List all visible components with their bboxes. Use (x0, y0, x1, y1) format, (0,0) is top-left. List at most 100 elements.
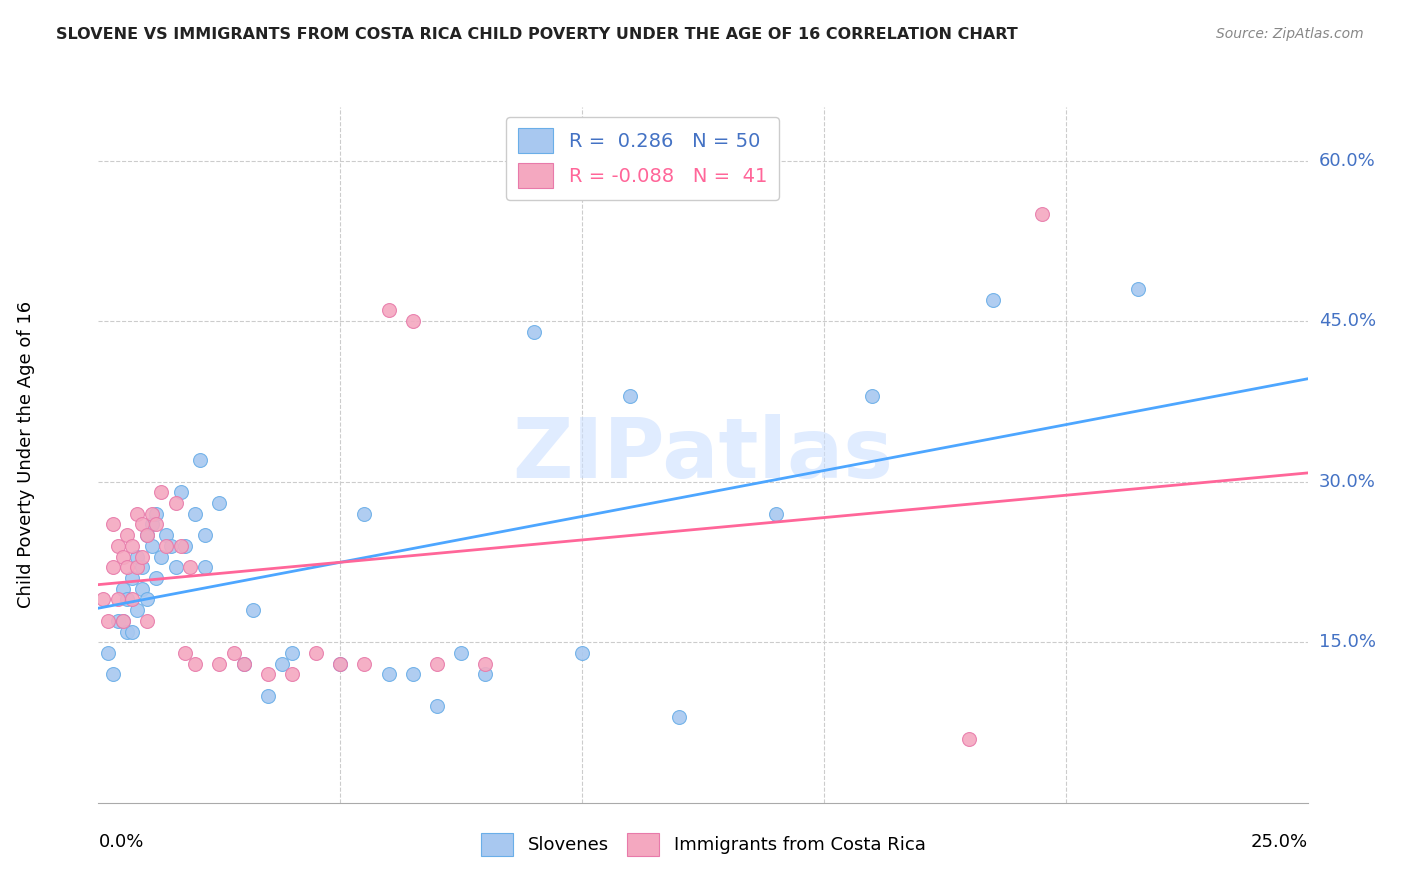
Point (97, 614, 120, 628)
Point (127, 507, 149, 521)
Point (402, 667, 425, 681)
Point (121, 539, 143, 553)
Point (160, 539, 183, 553)
Point (174, 646, 197, 660)
Point (101, 667, 124, 681)
Point (150, 549, 173, 564)
Point (208, 496, 231, 510)
Legend: Slovenes, Immigrants from Costa Rica: Slovenes, Immigrants from Costa Rica (474, 826, 932, 863)
Point (619, 389, 641, 403)
Point (141, 539, 163, 553)
Point (165, 496, 187, 510)
Point (111, 614, 134, 628)
Point (242, 603, 264, 617)
Point (668, 710, 690, 724)
Point (101, 560, 124, 574)
Text: Child Poverty Under the Age of 16: Child Poverty Under the Age of 16 (17, 301, 35, 608)
Point (111, 549, 134, 564)
Point (194, 528, 217, 542)
Point (232, 657, 254, 671)
Point (426, 657, 449, 671)
Point (169, 539, 191, 553)
Point (222, 646, 245, 660)
Point (127, 560, 149, 574)
Point (377, 667, 399, 681)
Point (353, 657, 375, 671)
Text: 60.0%: 60.0% (1319, 152, 1375, 169)
Point (523, 325, 546, 339)
Point (426, 699, 449, 714)
Point (232, 657, 254, 671)
Point (131, 560, 153, 574)
Point (184, 657, 207, 671)
Point (957, 731, 980, 746)
Point (135, 528, 157, 542)
Point (117, 624, 139, 639)
Point (107, 592, 129, 607)
Point (1031, 207, 1053, 221)
Point (111, 614, 134, 628)
Text: 30.0%: 30.0% (1319, 473, 1375, 491)
Point (184, 507, 207, 521)
Point (765, 507, 787, 521)
Point (329, 657, 352, 671)
Point (353, 507, 375, 521)
Point (131, 517, 153, 532)
Point (188, 453, 211, 467)
Point (117, 592, 139, 607)
Point (135, 592, 157, 607)
Point (131, 582, 153, 596)
Text: 25.0%: 25.0% (1250, 833, 1308, 851)
Point (174, 539, 197, 553)
Point (135, 614, 157, 628)
Point (256, 667, 278, 681)
Point (208, 657, 231, 671)
Point (91, 592, 114, 607)
Point (402, 314, 425, 328)
Point (127, 603, 149, 617)
Point (155, 539, 177, 553)
Text: SLOVENE VS IMMIGRANTS FROM COSTA RICA CHILD POVERTY UNDER THE AGE OF 16 CORRELAT: SLOVENE VS IMMIGRANTS FROM COSTA RICA CH… (56, 27, 1018, 42)
Point (474, 667, 496, 681)
Text: ZIPatlas: ZIPatlas (513, 415, 893, 495)
Point (571, 646, 593, 660)
Point (256, 689, 278, 703)
Text: 15.0%: 15.0% (1319, 633, 1375, 651)
Text: Source: ZipAtlas.com: Source: ZipAtlas.com (1216, 27, 1364, 41)
Point (450, 646, 472, 660)
Point (179, 560, 201, 574)
Point (107, 539, 129, 553)
Point (141, 507, 163, 521)
Point (135, 528, 157, 542)
Point (121, 571, 143, 585)
Point (169, 485, 191, 500)
Point (111, 582, 134, 596)
Point (145, 571, 167, 585)
Point (145, 517, 167, 532)
Point (377, 303, 399, 318)
Point (305, 646, 328, 660)
Point (131, 549, 153, 564)
Point (117, 560, 139, 574)
Point (474, 657, 496, 671)
Point (194, 560, 217, 574)
Point (107, 614, 129, 628)
Point (329, 657, 352, 671)
Point (981, 293, 1004, 307)
Point (271, 657, 294, 671)
Point (145, 507, 167, 521)
Point (281, 646, 304, 660)
Point (281, 667, 304, 681)
Text: 45.0%: 45.0% (1319, 312, 1376, 330)
Point (1128, 282, 1150, 296)
Point (121, 592, 143, 607)
Point (101, 517, 124, 532)
Point (165, 560, 187, 574)
Point (860, 389, 883, 403)
Point (121, 624, 143, 639)
Point (150, 485, 173, 500)
Point (97, 646, 120, 660)
Point (127, 549, 149, 564)
Point (117, 528, 139, 542)
Point (141, 517, 163, 532)
